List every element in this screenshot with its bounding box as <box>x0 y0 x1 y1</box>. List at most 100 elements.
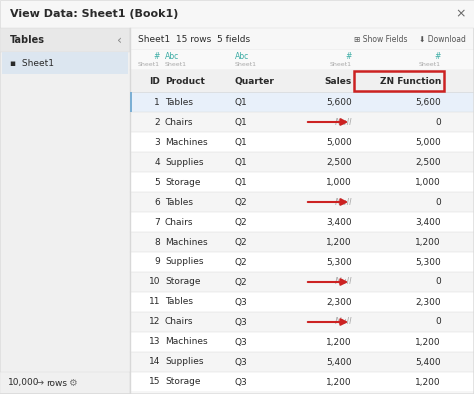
Text: 0: 0 <box>435 318 441 327</box>
Text: Sales: Sales <box>325 76 352 85</box>
Text: 3,400: 3,400 <box>327 217 352 227</box>
Text: Q3: Q3 <box>235 318 248 327</box>
Text: 5,600: 5,600 <box>415 97 441 106</box>
Bar <box>0 28 130 394</box>
Text: Tables: Tables <box>165 97 193 106</box>
Text: Tables: Tables <box>165 197 193 206</box>
Text: Storage: Storage <box>165 377 201 387</box>
Text: 5,000: 5,000 <box>326 138 352 147</box>
Bar <box>130 332 474 352</box>
Text: Sheet1  15 rows  5 fields: Sheet1 15 rows 5 fields <box>138 35 250 43</box>
Text: 2,500: 2,500 <box>415 158 441 167</box>
Text: 1: 1 <box>154 97 160 106</box>
Bar <box>2 52 128 74</box>
Bar <box>0 0 474 28</box>
Text: 12: 12 <box>149 318 160 327</box>
Text: 10,000: 10,000 <box>8 379 39 388</box>
Text: 14: 14 <box>149 357 160 366</box>
Text: Product: Product <box>165 76 205 85</box>
Text: Abc: Abc <box>165 52 179 61</box>
Text: 6: 6 <box>154 197 160 206</box>
Text: 2,300: 2,300 <box>415 297 441 307</box>
Text: Chairs: Chairs <box>165 217 193 227</box>
Bar <box>130 28 474 50</box>
Bar <box>130 92 132 112</box>
Text: Machines: Machines <box>165 138 208 147</box>
Bar <box>354 71 444 91</box>
Text: ×: × <box>456 7 466 20</box>
Text: #: # <box>435 52 441 61</box>
Text: Sheet1: Sheet1 <box>165 62 187 67</box>
Text: Q2: Q2 <box>235 258 247 266</box>
Text: Q3: Q3 <box>235 297 248 307</box>
Bar <box>130 132 474 152</box>
Text: Storage: Storage <box>165 277 201 286</box>
Text: Supplies: Supplies <box>165 158 203 167</box>
Text: Abc: Abc <box>235 52 249 61</box>
Text: Machines: Machines <box>165 238 208 247</box>
Text: 5: 5 <box>154 178 160 186</box>
Text: 13: 13 <box>148 338 160 346</box>
Text: Sheet1: Sheet1 <box>138 62 160 67</box>
Bar <box>130 92 474 112</box>
Text: Null: Null <box>335 117 352 126</box>
Text: 2: 2 <box>155 117 160 126</box>
Text: 2,300: 2,300 <box>327 297 352 307</box>
Text: 5,000: 5,000 <box>415 138 441 147</box>
Bar <box>130 372 474 392</box>
Text: Tables: Tables <box>165 297 193 307</box>
Text: Q3: Q3 <box>235 338 248 346</box>
Text: ‹: ‹ <box>117 33 122 46</box>
Text: Sheet1: Sheet1 <box>419 62 441 67</box>
Text: 5,600: 5,600 <box>326 97 352 106</box>
Text: Q2: Q2 <box>235 277 247 286</box>
Text: 1,200: 1,200 <box>415 238 441 247</box>
Text: 1,200: 1,200 <box>415 377 441 387</box>
Bar <box>130 50 474 70</box>
Bar <box>130 152 474 172</box>
Text: Null: Null <box>335 277 352 286</box>
Bar <box>130 212 474 232</box>
Text: 9: 9 <box>154 258 160 266</box>
Text: 1,000: 1,000 <box>326 178 352 186</box>
Text: 1,200: 1,200 <box>415 338 441 346</box>
Text: Null: Null <box>335 318 352 327</box>
Text: Q1: Q1 <box>235 97 248 106</box>
Text: Sheet1: Sheet1 <box>235 62 257 67</box>
Text: 0: 0 <box>435 117 441 126</box>
Text: Chairs: Chairs <box>165 117 193 126</box>
Text: ID: ID <box>149 76 160 85</box>
Text: ⚙: ⚙ <box>68 378 77 388</box>
Text: Q1: Q1 <box>235 117 248 126</box>
Text: 4: 4 <box>155 158 160 167</box>
Text: Sheet1: Sheet1 <box>330 62 352 67</box>
Bar <box>0 28 130 52</box>
Text: 0: 0 <box>435 197 441 206</box>
Text: 15: 15 <box>148 377 160 387</box>
Text: 1,200: 1,200 <box>327 238 352 247</box>
Text: #: # <box>346 52 352 61</box>
Text: 5,400: 5,400 <box>327 357 352 366</box>
Bar <box>130 352 474 372</box>
Text: 5,400: 5,400 <box>415 357 441 366</box>
Text: 0: 0 <box>435 277 441 286</box>
Text: Q1: Q1 <box>235 178 248 186</box>
Text: 8: 8 <box>154 238 160 247</box>
Text: Null: Null <box>335 197 352 206</box>
Bar <box>130 192 474 212</box>
Text: 11: 11 <box>148 297 160 307</box>
Text: rows: rows <box>46 379 67 388</box>
Bar <box>130 70 474 92</box>
Text: Storage: Storage <box>165 178 201 186</box>
Text: 1,000: 1,000 <box>415 178 441 186</box>
Text: Q3: Q3 <box>235 377 248 387</box>
Bar <box>0 372 130 394</box>
Text: 7: 7 <box>154 217 160 227</box>
Text: Machines: Machines <box>165 338 208 346</box>
Bar <box>130 232 474 252</box>
Text: 3: 3 <box>154 138 160 147</box>
Text: Q1: Q1 <box>235 138 248 147</box>
Bar <box>130 112 474 132</box>
Text: Quarter: Quarter <box>235 76 275 85</box>
Bar <box>130 252 474 272</box>
